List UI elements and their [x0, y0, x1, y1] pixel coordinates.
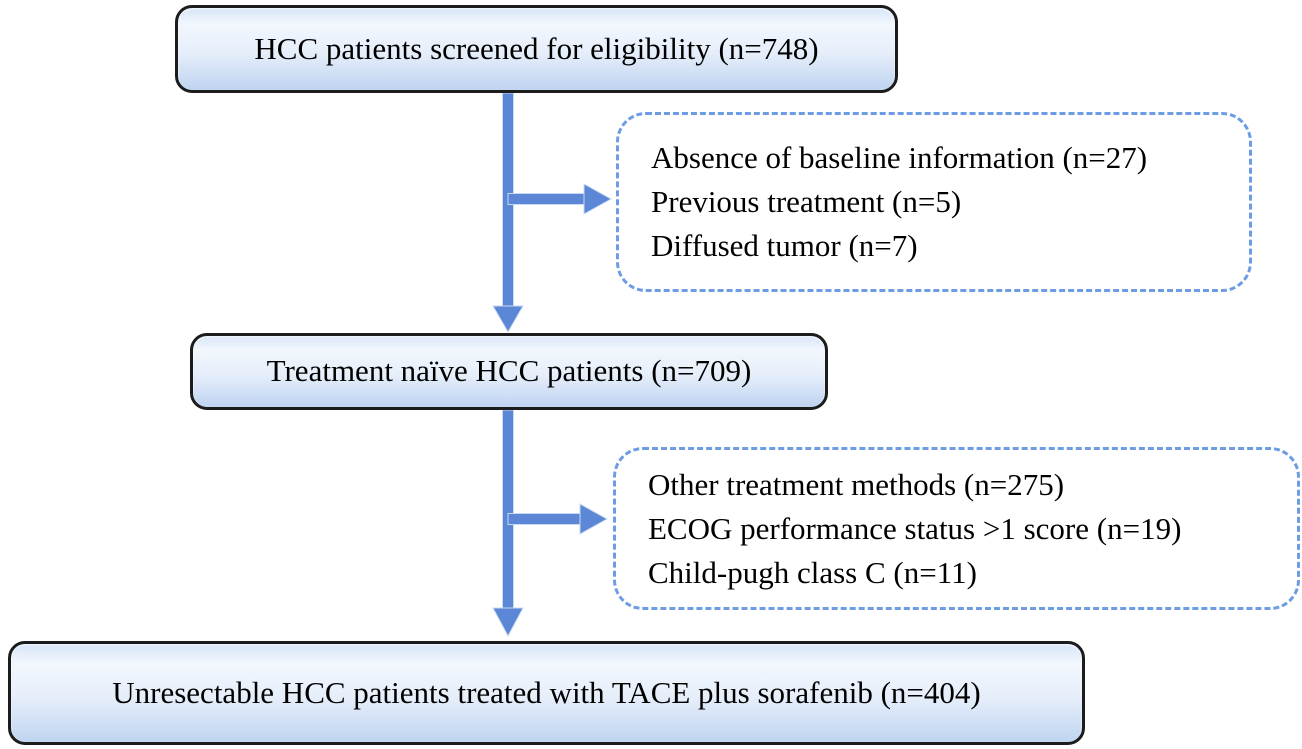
exclusion-line: Child-pugh class C (n=11)	[648, 554, 977, 590]
node-naive-label: Treatment naïve HCC patients (n=709)	[266, 353, 752, 389]
node-exclusions-2: Other treatment methods (n=275) ECOG per…	[613, 447, 1300, 610]
exclusion-line: Diffused tumor (n=7)	[651, 228, 918, 263]
node-screened-patients: HCC patients screened for eligibility (n…	[175, 5, 898, 93]
arrow-to-exclusions-2	[507, 503, 609, 535]
exclusion-line: Other treatment methods (n=275)	[648, 466, 1065, 502]
node-exclusions-1: Absence of baseline information (n=27) P…	[616, 112, 1252, 292]
exclusion-line: ECOG performance status >1 score (n=19)	[648, 510, 1182, 546]
exclusion-line: Absence of baseline information (n=27)	[651, 140, 1148, 175]
node-screened-label: HCC patients screened for eligibility (n…	[254, 30, 819, 66]
exclusion-line: Previous treatment (n=5)	[651, 184, 962, 219]
arrow-screened-to-naive	[492, 92, 524, 334]
arrow-to-exclusions-1	[507, 183, 613, 215]
arrow-naive-to-final	[492, 409, 524, 638]
node-treatment-naive-patients: Treatment naïve HCC patients (n=709)	[190, 333, 828, 410]
node-final-cohort: Unresectable HCC patients treated with T…	[8, 641, 1085, 745]
node-final-label: Unresectable HCC patients treated with T…	[112, 674, 981, 710]
